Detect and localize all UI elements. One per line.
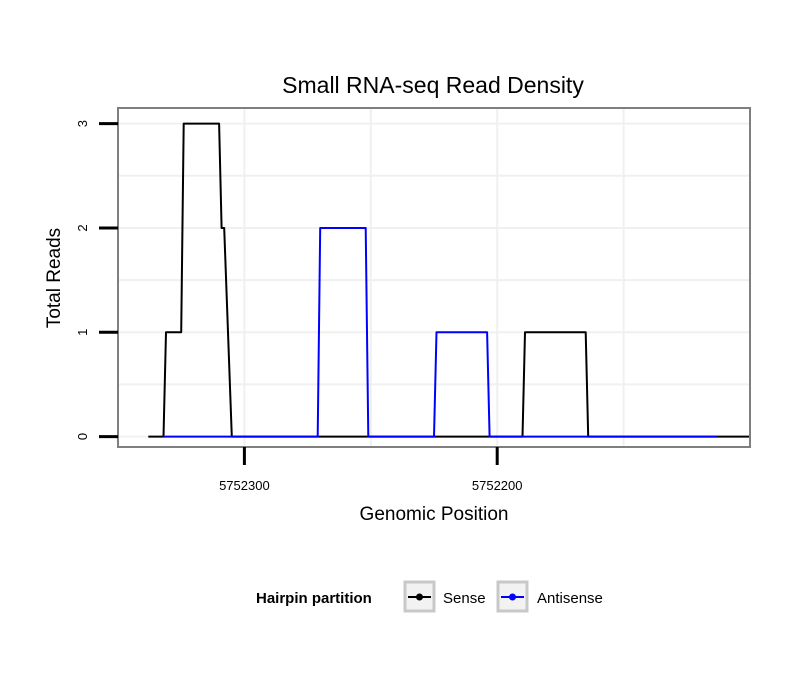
x-tick-label: 5752300 xyxy=(219,478,270,493)
legend-label-sense: Sense xyxy=(443,590,486,607)
x-axis-ticks: 5752300 5752200 xyxy=(219,447,523,493)
y-tick-label: 1 xyxy=(75,329,90,336)
series-lines xyxy=(148,122,750,438)
legend-label-antisense: Antisense xyxy=(537,590,603,607)
series-line-antisense xyxy=(163,227,718,438)
chart-title: Small RNA-seq Read Density xyxy=(282,72,584,98)
series-line-sense xyxy=(148,122,750,438)
legend: Hairpin partition Sense Antisense xyxy=(256,580,603,613)
x-axis-label: Genomic Position xyxy=(360,504,509,525)
y-tick-label: 0 xyxy=(75,433,90,440)
plot-panel-border xyxy=(117,107,751,448)
legend-title: Hairpin partition xyxy=(256,590,372,607)
y-tick-label: 2 xyxy=(75,224,90,231)
y-axis-ticks: 0 1 2 3 xyxy=(75,120,118,440)
legend-point-sense xyxy=(416,593,423,601)
y-tick-label: 3 xyxy=(75,120,90,127)
y-axis-label: Total Reads xyxy=(44,228,65,328)
legend-point-antisense xyxy=(509,593,516,601)
x-tick-label: 5752200 xyxy=(472,478,523,493)
